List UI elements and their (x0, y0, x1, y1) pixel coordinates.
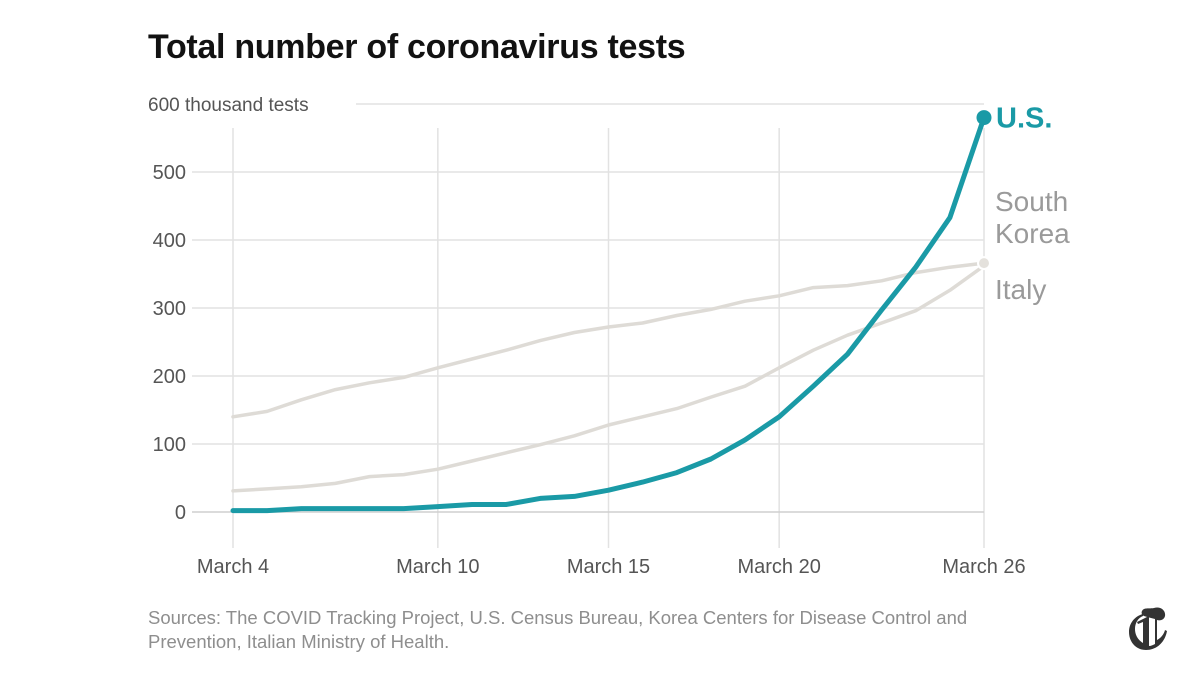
series-label-us: U.S. (996, 103, 1052, 135)
label-layer: March 4 March 10 March 15 March 20 March 26 U… (197, 103, 1070, 578)
series-layer (230, 110, 992, 514)
x-tick-label: March 26 (942, 556, 1025, 578)
series-label-italy: Italy (995, 274, 1046, 305)
line-chart: 600 thousand tests 500 400 300 200 100 0 March… (148, 95, 1070, 578)
x-tick-label: March 10 (396, 556, 479, 578)
y-tick-label: 200 (153, 366, 186, 388)
x-tick-label: March 15 (567, 556, 650, 578)
end-marker-us (976, 110, 992, 126)
series-label-south-korea: South (995, 186, 1068, 217)
y-tick-label: 0 (175, 502, 186, 524)
y-tick-label: 500 (153, 162, 186, 184)
y-tick-label: 400 (153, 230, 186, 252)
x-tick-label: March 20 (737, 556, 820, 578)
series-line-us (230, 115, 987, 514)
chart-title: Total number of coronavirus tests (148, 28, 686, 66)
source-note: Sources: The COVID Tracking Project, U.S… (148, 607, 968, 652)
series-label-south-korea: Korea (995, 218, 1070, 249)
series-line-italy (231, 264, 986, 493)
x-tick-label: March 4 (197, 556, 269, 578)
grid-layer: 600 thousand tests 500 400 300 200 100 0 (148, 95, 985, 548)
nyt-t-logo-icon (1129, 607, 1167, 650)
y-tick-label: 100 (153, 434, 186, 456)
end-marker-south-korea (977, 256, 991, 271)
y-tick-label: 300 (153, 298, 186, 320)
series-line-south-korea (231, 261, 986, 419)
y-tick-label: 600 thousand tests (148, 95, 309, 116)
